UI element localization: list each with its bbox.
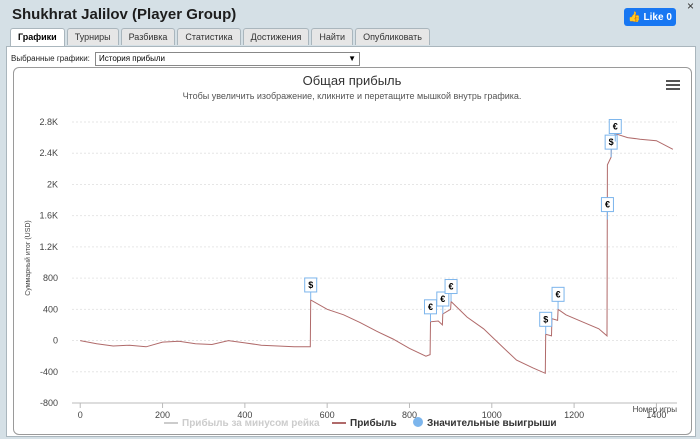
big-win-marker-box: [600, 197, 614, 213]
x-tick-label: 800: [402, 410, 417, 420]
big-win-marker: $: [304, 277, 318, 300]
big-win-marker: €: [600, 197, 614, 220]
like-label: Like 0: [643, 11, 672, 23]
chart-svg[interactable]: Общая прибыль Чтобы увеличить изображени…: [14, 68, 691, 434]
close-icon[interactable]: ×: [686, 0, 694, 13]
y-tick-label: 2.4K: [39, 148, 58, 158]
big-win-marker-box: [304, 277, 318, 293]
big-win-marker-symbol: €: [613, 122, 618, 132]
y-tick-label: -400: [40, 367, 58, 377]
big-win-marker-symbol: $: [609, 137, 614, 147]
y-tick-label: 800: [43, 273, 58, 283]
chart-title: Общая прибыль: [303, 73, 402, 88]
big-win-marker: €: [608, 119, 622, 142]
big-win-marker: €: [436, 291, 450, 315]
y-axis-label: Суммарный итог (USD): [24, 220, 32, 296]
chart-subtitle: Чтобы увеличить изображение, кликните и …: [183, 91, 522, 101]
x-tick-label: 1400: [646, 410, 666, 420]
window-title: Shukhrat Jalilov (Player Group): [12, 6, 237, 23]
big-win-marker: $: [604, 134, 618, 158]
big-win-marker-symbol: €: [440, 294, 445, 304]
y-tick-label: 2K: [47, 179, 58, 189]
x-tick-label: 400: [237, 410, 252, 420]
y-tick-label: -800: [40, 398, 58, 408]
tab-breakdown[interactable]: Разбивка: [120, 28, 176, 45]
profit-chart[interactable]: Общая прибыль Чтобы увеличить изображени…: [13, 67, 692, 435]
chart-selector-label: Выбранные графики:: [11, 54, 90, 63]
big-win-marker-box: [551, 286, 565, 302]
big-win-marker-symbol: €: [449, 282, 454, 292]
y-tick-label: 1.6K: [39, 211, 58, 221]
menu-icon[interactable]: [666, 80, 680, 90]
y-tick-label: 400: [43, 304, 58, 314]
x-axis-label: Номер игры: [633, 405, 678, 414]
big-win-marker: €: [551, 286, 565, 310]
big-win-marker: $: [539, 311, 553, 335]
tab-search[interactable]: Найти: [311, 28, 354, 45]
tab-statistics[interactable]: Статистика: [177, 28, 241, 45]
legend-label-net-profit: Прибыль за минусом рейка: [182, 417, 320, 429]
big-win-marker-symbol: $: [308, 280, 313, 290]
x-tick-label: 1000: [482, 410, 502, 420]
charts-panel: Выбранные графики: История прибыли ▼ Общ…: [6, 46, 696, 437]
big-win-marker-symbol: €: [605, 200, 610, 210]
thumbs-up-icon: 👍: [628, 11, 641, 23]
legend-swatch-big-wins: [413, 417, 423, 427]
big-win-marker-box: [444, 279, 458, 295]
chevron-down-icon: ▼: [348, 54, 356, 63]
x-tick-label: 1200: [564, 410, 584, 420]
chart-selector-value: История прибыли: [99, 54, 165, 63]
big-win-marker-box: [608, 119, 622, 135]
tab-tournaments[interactable]: Турниры: [66, 28, 119, 45]
big-win-marker-symbol: $: [543, 314, 548, 324]
tab-achievements[interactable]: Достижения: [242, 28, 310, 45]
chart-selector[interactable]: История прибыли ▼: [95, 52, 360, 66]
big-win-marker-box: [436, 291, 450, 307]
tab-bar: Графики Турниры Разбивка Статистика Дост…: [10, 28, 430, 46]
big-win-marker-symbol: €: [556, 289, 561, 299]
tab-charts[interactable]: Графики: [10, 28, 65, 46]
x-tick-label: 0: [78, 410, 83, 420]
y-tick-label: 0: [53, 336, 58, 346]
x-tick-label: 600: [320, 410, 335, 420]
big-win-marker: €: [444, 279, 458, 302]
y-tick-label: 2.8K: [39, 117, 58, 127]
big-win-marker: €: [423, 299, 437, 322]
big-win-marker-box: [423, 299, 437, 315]
legend-label-big-wins: Значительные выигрыши: [427, 418, 557, 429]
big-win-marker-box: [604, 134, 618, 150]
legend-label-profit: Прибыль: [350, 417, 397, 429]
big-win-marker-box: [539, 311, 553, 327]
big-win-marker-symbol: €: [428, 302, 433, 312]
facebook-like-button[interactable]: 👍 Like 0: [624, 8, 676, 26]
y-tick-label: 1.2K: [39, 242, 58, 252]
profit-series-line: [80, 133, 674, 375]
x-tick-label: 200: [155, 410, 170, 420]
tab-publish[interactable]: Опубликовать: [355, 28, 430, 45]
